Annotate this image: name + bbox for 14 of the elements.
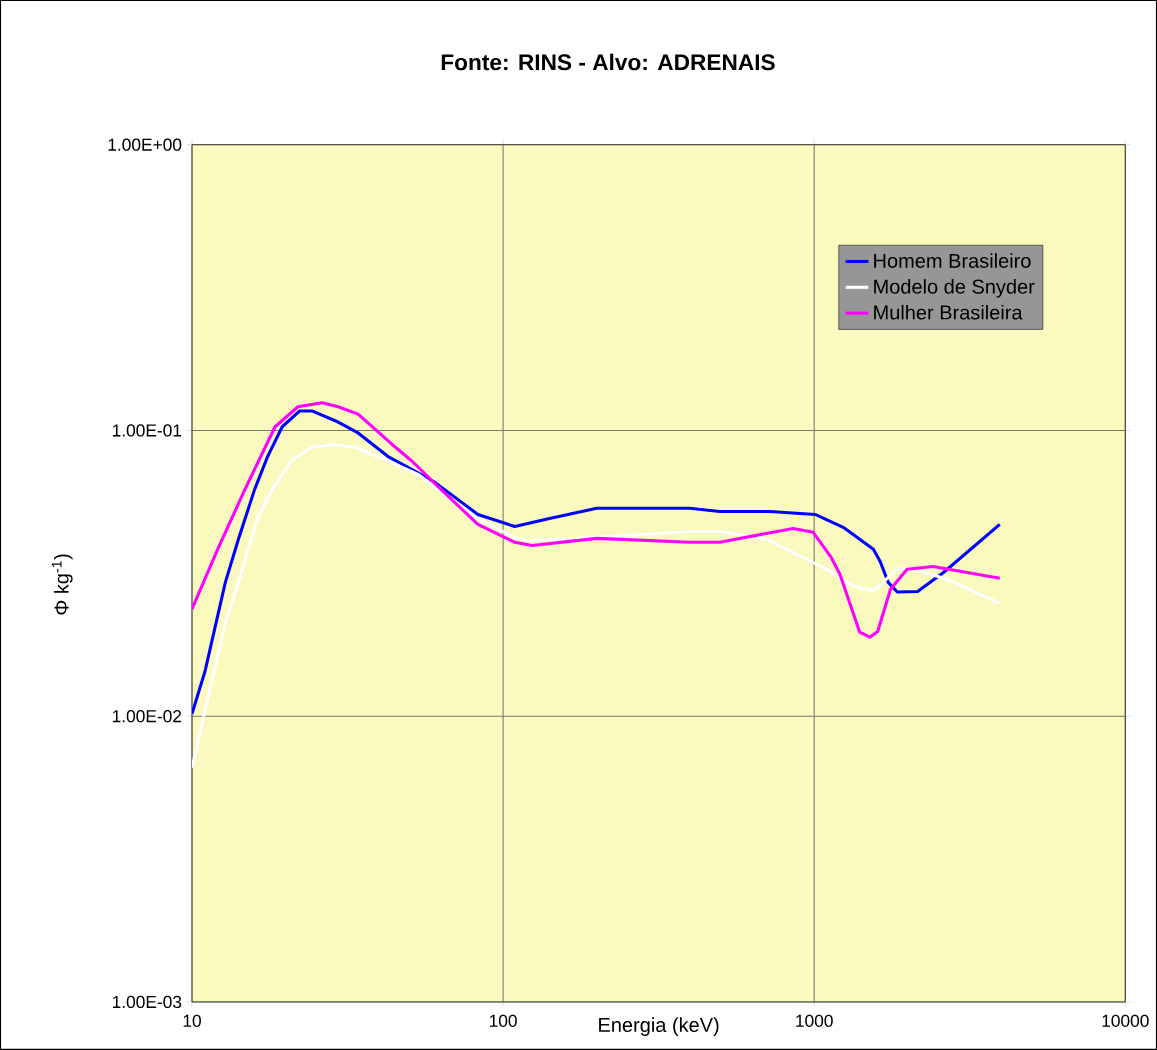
x-tick-label: 1000 (796, 1014, 833, 1027)
x-tick-label: 100 (489, 1014, 517, 1027)
chart-title: Fonte: RINS - Alvo: ADRENAIS (441, 53, 775, 71)
x-axis-title: Energia (keV) (599, 1017, 719, 1036)
x-tick-label: 10 (183, 1014, 201, 1027)
legend-label: Homem Brasileiro (874, 253, 1031, 268)
y-axis-title: Φ kg$^{-1}$) (51, 554, 73, 615)
x-tick-label: 10000 (1102, 1014, 1149, 1027)
y-tick-label: 1.00E-02 (112, 710, 182, 723)
legend-label: Modelo de Snyder (874, 279, 1035, 298)
y-tick-label: 1.00E-03 (112, 995, 182, 1009)
y-tick-label: 1.00E-01 (112, 424, 182, 437)
legend-label: Mulher Brasileira (874, 304, 1023, 320)
y-tick-label: 1.00E+00 (108, 138, 182, 151)
